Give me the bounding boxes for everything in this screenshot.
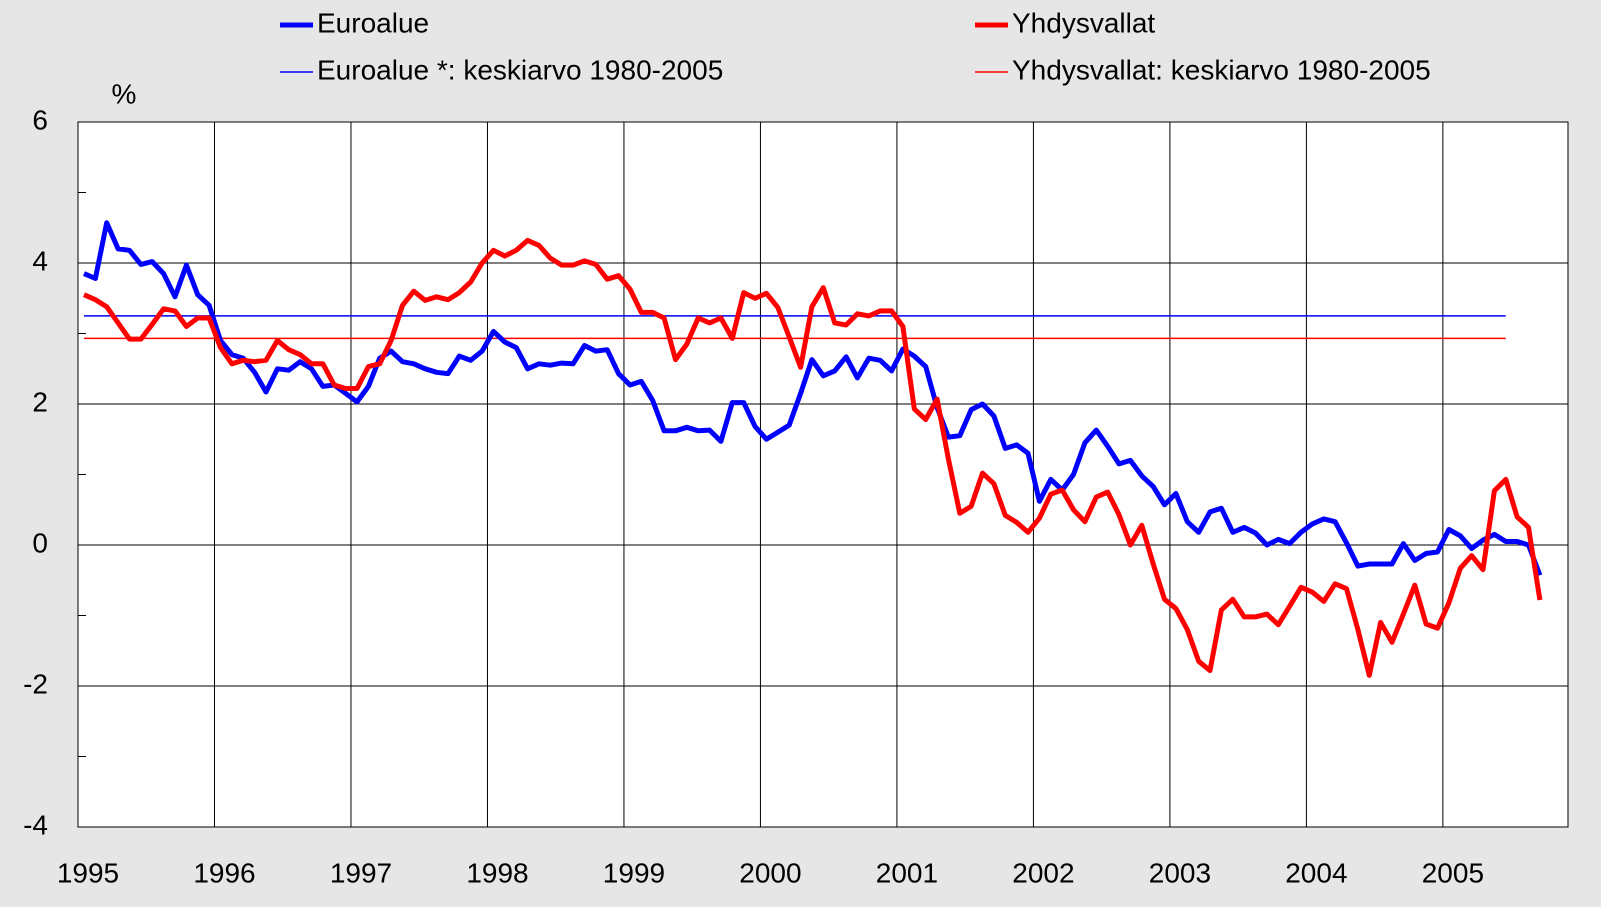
- x-tick-label: 2004: [1285, 857, 1347, 888]
- y-tick-label: 4: [32, 245, 48, 276]
- legend-label: Yhdysvallat: keskiarvo 1980-2005: [1012, 54, 1431, 85]
- series-line: [83, 220, 1543, 577]
- x-tick-label: 2002: [1012, 857, 1074, 888]
- y-tick-label: -4: [23, 809, 48, 840]
- plot-border: [77, 121, 1569, 828]
- y-tick-label: 0: [32, 527, 48, 558]
- y-tick-label: 2: [32, 386, 48, 417]
- y-axis-label: %: [112, 78, 137, 109]
- legend-label: Euroalue: [317, 7, 429, 38]
- x-tick-label: 2005: [1422, 857, 1484, 888]
- x-tick-label: 2001: [876, 857, 938, 888]
- legend-label: Yhdysvallat: [1012, 7, 1155, 38]
- plot-area: [78, 122, 1568, 827]
- x-tick-label: 1999: [603, 857, 665, 888]
- y-tick-label: -2: [23, 668, 48, 699]
- series-line: [82, 237, 1543, 678]
- y-tick-label: 6: [32, 104, 48, 135]
- x-tick-label: 1995: [57, 857, 119, 888]
- x-tick-label: 1996: [193, 857, 255, 888]
- x-tick-label: 2000: [739, 857, 801, 888]
- x-tick-label: 1997: [330, 857, 392, 888]
- legend-label: Euroalue *: keskiarvo 1980-2005: [317, 54, 723, 85]
- x-tick-label: 1998: [466, 857, 528, 888]
- x-tick-label: 2003: [1149, 857, 1211, 888]
